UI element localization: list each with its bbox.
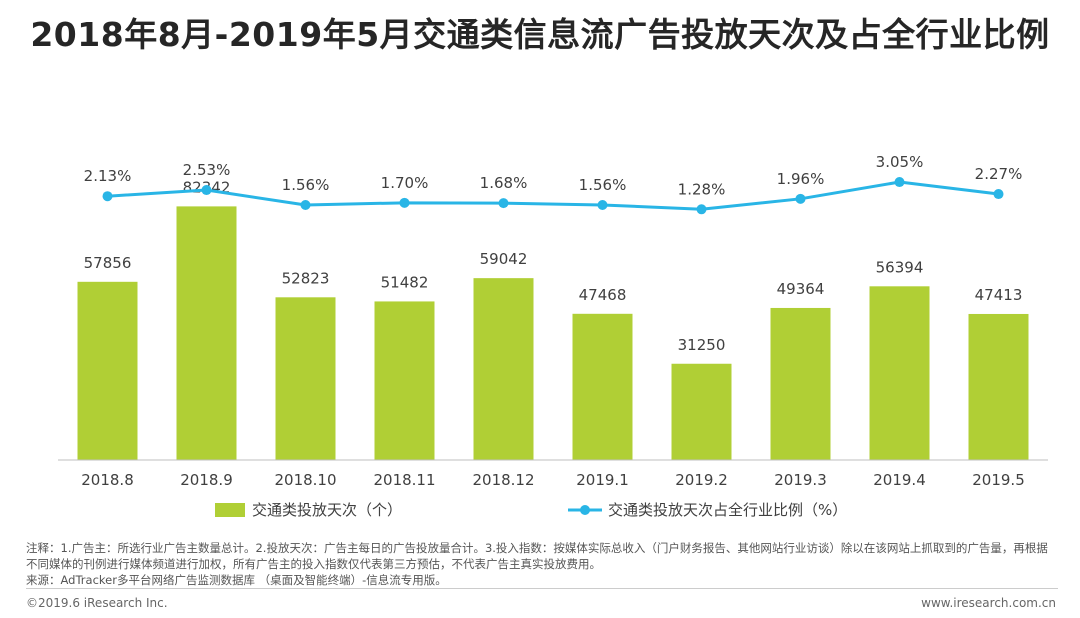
line-value-label: 1.56% bbox=[579, 176, 627, 194]
x-tick-label: 2019.1 bbox=[576, 471, 629, 489]
bar bbox=[671, 363, 732, 460]
bar bbox=[473, 278, 534, 460]
x-tick-label: 2018.11 bbox=[373, 471, 435, 489]
x-tick-label: 2018.9 bbox=[180, 471, 233, 489]
line-value-label: 2.53% bbox=[183, 161, 231, 179]
line-value-label: 1.70% bbox=[381, 174, 429, 192]
line-point bbox=[498, 198, 509, 209]
bar-value-label: 51482 bbox=[381, 273, 429, 291]
line-series bbox=[107, 180, 999, 211]
legend-bar-label: 交通类投放天次（个） bbox=[252, 501, 402, 519]
line-value-label: 1.68% bbox=[480, 174, 528, 192]
footnote-text: 注释：1.广告主：所选行业广告主数量总计。2.投放天次：广告主每日的广告投放量合… bbox=[26, 541, 1048, 571]
bar-value-label: 56394 bbox=[876, 258, 924, 276]
bar-value-label: 47468 bbox=[579, 286, 627, 304]
line-value-label: 3.05% bbox=[876, 153, 924, 171]
line-value-label: 1.96% bbox=[777, 170, 825, 188]
line-point bbox=[201, 185, 212, 196]
line-point bbox=[399, 197, 410, 208]
legend-line-label: 交通类投放天次占全行业比例（%） bbox=[608, 501, 847, 519]
line-value-label: 2.27% bbox=[975, 165, 1023, 183]
line-point bbox=[597, 199, 608, 210]
bar-value-label: 49364 bbox=[777, 280, 825, 298]
bar-value-label: 59042 bbox=[480, 250, 528, 268]
source-text: 来源：AdTracker多平台网络广告监测数据库 （桌面及智能终端）-信息流专用… bbox=[26, 573, 447, 587]
line-point bbox=[795, 193, 806, 204]
bar-value-label: 57856 bbox=[84, 254, 132, 272]
line-point bbox=[102, 191, 113, 202]
bar-value-label: 47413 bbox=[975, 286, 1023, 304]
x-tick-label: 2018.8 bbox=[81, 471, 134, 489]
bar-value-label: 31250 bbox=[678, 336, 726, 354]
line-point bbox=[300, 199, 311, 210]
x-tick-label: 2018.10 bbox=[274, 471, 336, 489]
chart: 578562018.8823422018.9528232018.10514822… bbox=[58, 153, 1048, 519]
copyright: ©2019.6 iResearch Inc. bbox=[26, 596, 168, 610]
footer-divider bbox=[26, 588, 1058, 589]
line-point bbox=[993, 189, 1004, 200]
bar bbox=[176, 206, 237, 460]
chart-title: 2018年8月-2019年5月交通类信息流广告投放天次及占全行业比例 bbox=[30, 15, 1050, 54]
bar bbox=[374, 301, 435, 460]
bar bbox=[968, 313, 1029, 460]
website-url: www.iresearch.com.cn bbox=[921, 596, 1056, 610]
x-tick-label: 2019.3 bbox=[774, 471, 827, 489]
bar bbox=[572, 313, 633, 460]
footnote: 注释：1.广告主：所选行业广告主数量总计。2.投放天次：广告主每日的广告投放量合… bbox=[26, 540, 1058, 588]
x-tick-label: 2018.12 bbox=[472, 471, 534, 489]
bar bbox=[869, 286, 930, 460]
line-point bbox=[894, 177, 905, 188]
line-point bbox=[696, 204, 707, 215]
legend-bar-swatch bbox=[215, 503, 245, 517]
x-tick-label: 2019.4 bbox=[873, 471, 926, 489]
bar bbox=[77, 281, 138, 460]
line-value-label: 1.28% bbox=[678, 180, 726, 198]
bar-value-label: 52823 bbox=[282, 269, 330, 287]
bar bbox=[770, 307, 831, 460]
x-tick-label: 2019.2 bbox=[675, 471, 728, 489]
line-value-label: 2.13% bbox=[84, 167, 132, 185]
legend-line-marker bbox=[580, 505, 590, 515]
bar bbox=[275, 297, 336, 460]
line-value-label: 1.56% bbox=[282, 176, 330, 194]
x-tick-label: 2019.5 bbox=[972, 471, 1025, 489]
